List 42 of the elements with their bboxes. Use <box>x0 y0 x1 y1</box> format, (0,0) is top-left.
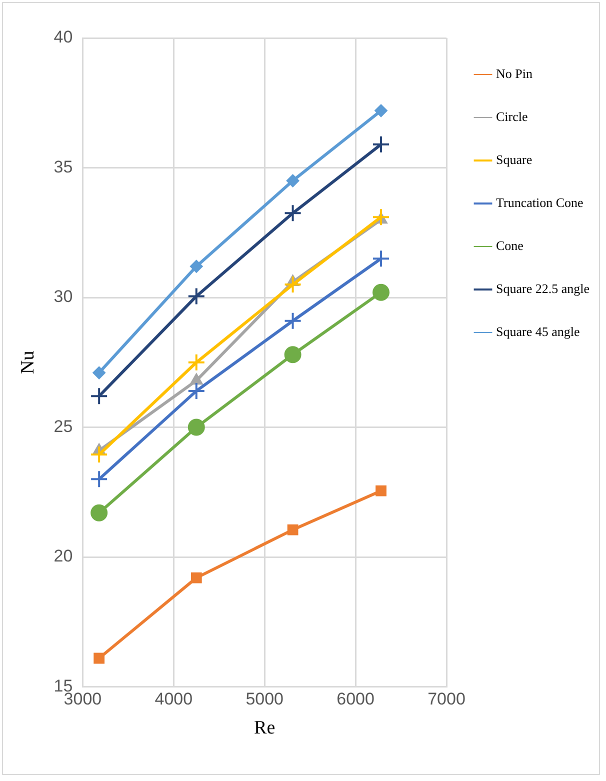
legend-label: Truncation Cone <box>496 194 584 210</box>
point <box>90 470 108 488</box>
y-axis-title: Nu <box>17 350 38 374</box>
x-tick-label: 5000 <box>246 690 284 709</box>
legend-label: Square 45 angle <box>496 324 580 339</box>
point <box>372 284 390 301</box>
point <box>190 260 203 273</box>
point <box>284 204 302 222</box>
point <box>374 104 388 118</box>
legend-label: Square 22.5 angle <box>496 280 590 296</box>
point <box>372 250 390 268</box>
point <box>188 418 205 436</box>
point <box>90 504 108 522</box>
point <box>90 387 108 406</box>
y-tick-label: 25 <box>54 416 73 436</box>
x-axis-title: Re <box>254 718 276 739</box>
point <box>372 208 390 226</box>
y-tick-label: 35 <box>54 157 73 176</box>
y-tick-label: 40 <box>54 28 73 47</box>
x-tick-label: 4000 <box>154 690 193 709</box>
point <box>187 382 206 400</box>
point <box>187 287 206 306</box>
point <box>284 276 302 294</box>
legend-label: Square <box>496 152 532 167</box>
point <box>287 524 298 536</box>
x-tick-label: 7000 <box>428 690 466 709</box>
legend-label: No Pin <box>496 66 533 81</box>
point <box>372 135 390 154</box>
point <box>90 446 108 464</box>
x-tick-label: 6000 <box>336 690 374 709</box>
point <box>284 312 302 330</box>
point <box>190 572 202 584</box>
y-tick-label: 30 <box>54 287 73 306</box>
legend-label: Circle <box>496 108 528 124</box>
point <box>284 346 302 364</box>
point <box>286 174 300 188</box>
point <box>92 366 106 380</box>
point <box>376 485 386 496</box>
point <box>94 652 105 664</box>
point <box>187 353 206 372</box>
y-tick-label: 20 <box>54 546 73 566</box>
legend-label: Cone <box>496 238 524 253</box>
